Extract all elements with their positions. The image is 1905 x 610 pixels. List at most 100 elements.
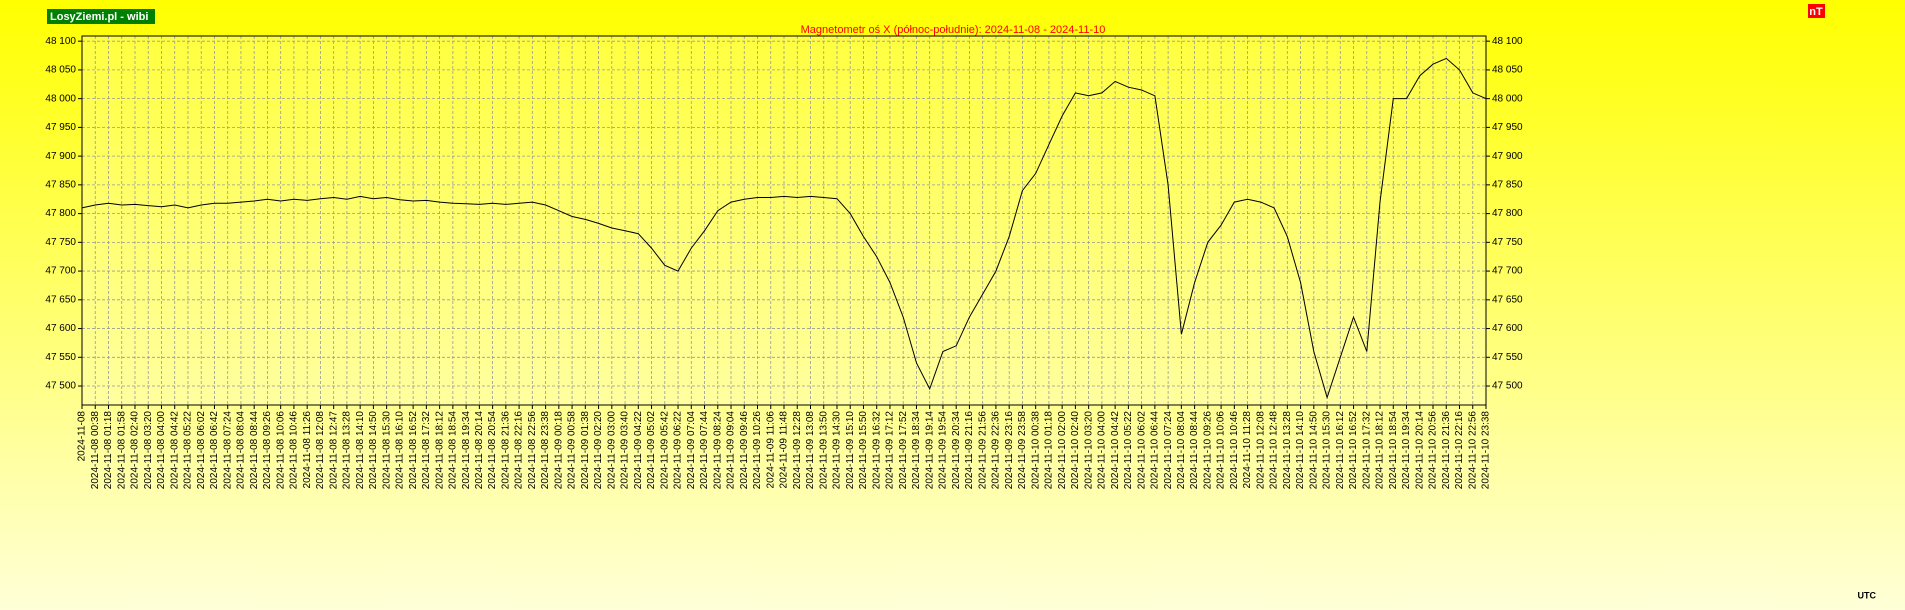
y-tick-label: 47 750 [45, 237, 76, 248]
x-tick-label: 2024-11-09 01:38 [580, 411, 591, 490]
y-tick-label: 47 800 [45, 208, 76, 219]
x-tick-label: 2024-11-08 06:02 [196, 411, 207, 490]
x-tick-label: 2024-11-09 18:34 [911, 411, 922, 490]
x-tick-label: 2024-11-10 13:28 [1282, 411, 1293, 490]
x-tick-label: 2024-11-09 16:32 [871, 411, 882, 490]
x-tick-label: 2024-11-10 06:02 [1136, 411, 1147, 490]
y2-tick-label: 47 950 [1492, 122, 1523, 133]
x-tick-label: 2024-11-10 22:16 [1454, 411, 1465, 490]
y2-tick-label: 47 900 [1492, 151, 1523, 162]
x-tick-label: 2024-11-10 00:38 [1030, 411, 1041, 490]
x-tick-label: 2024-11-10 18:54 [1388, 411, 1399, 490]
x-tick-label: 2024-11-09 05:42 [659, 411, 670, 490]
x-tick-label: 2024-11-09 02:20 [593, 411, 604, 490]
x-tick-label: 2024-11-09 03:00 [606, 411, 617, 490]
x-tick-label: 2024-11-10 19:34 [1401, 411, 1412, 490]
x-tick-label: 2024-11-09 15:50 [858, 411, 869, 490]
x-tick-label: 2024-11-08 08:04 [236, 411, 247, 490]
x-tick-label: 2024-11-08 05:22 [183, 411, 194, 490]
x-tick-label: 2024-11-10 17:32 [1361, 411, 1372, 490]
x-tick-label: 2024-11-09 17:52 [898, 411, 909, 490]
x-tick-label: 2024-11-09 10:26 [752, 411, 763, 490]
x-tick-label: 2024-11-08 19:34 [461, 411, 472, 490]
y-tick-label: 47 550 [45, 352, 76, 363]
x-tick-label: 2024-11-09 09:04 [726, 411, 737, 490]
y-tick-label: 47 950 [45, 122, 76, 133]
x-tick-label: 2024-11-09 13:50 [818, 411, 829, 490]
logo-box [47, 9, 155, 24]
x-tick-label: 2024-11-08 02:40 [130, 411, 141, 490]
y-tick-label: 48 050 [45, 65, 76, 76]
x-tick-label: 2024-11-08 06:42 [209, 411, 220, 490]
x-tick-label: 2024-11-10 04:00 [1097, 411, 1108, 490]
x-tick-label: 2024-11-09 13:08 [805, 411, 816, 490]
x-tick-label: 2024-11-08 17:32 [421, 411, 432, 490]
x-tick-label: 2024-11-10 15:30 [1322, 411, 1333, 490]
x-tick-label: 2024-11-08 22:56 [527, 411, 538, 490]
x-tick-label: 2024-11-09 05:02 [646, 411, 657, 490]
x-tick-label: 2024-11-10 12:48 [1269, 411, 1280, 490]
y-tick-label: 47 650 [45, 294, 76, 305]
x-tick-label: 2024-11-09 00:58 [567, 411, 578, 490]
x-tick-label: 2024-11-10 18:12 [1375, 411, 1386, 490]
x-tick-label: 2024-11-08 12:08 [315, 411, 326, 490]
x-tick-label: 2024-11-10 01:18 [1044, 411, 1055, 490]
plot: 47 500 47 500 47 550 47 550 47 600 47 600 47 6… [45, 35, 1523, 490]
x-tick-label: 2024-11-08 01:18 [103, 411, 114, 490]
y-tick-label: 47 600 [45, 323, 76, 334]
x-tick-label: 2024-11-08 23:38 [540, 411, 551, 490]
x-tick-label: 2024-11-08 10:46 [289, 411, 300, 490]
x-tick-label: 2024-11-10 20:14 [1414, 411, 1425, 490]
y2-tick-label: 47 500 [1492, 381, 1523, 392]
x-tick-label: 2024-11-10 10:06 [1216, 411, 1227, 490]
y-tick-label: 47 850 [45, 180, 76, 191]
x-tick-label: 2024-11-08 09:26 [262, 411, 273, 490]
x-tick-label: 2024-11-09 12:28 [792, 411, 803, 490]
x-tick-label: 2024-11-08 10:06 [275, 411, 286, 490]
x-tick-label: 2024-11-08 18:54 [448, 411, 459, 490]
unit: nT [1809, 6, 1823, 18]
x-tick-label: 2024-11-09 15:10 [845, 411, 856, 490]
y2-tick-label: 47 750 [1492, 237, 1523, 248]
x-tick-label: 2024-11-09 21:16 [964, 411, 975, 490]
y2-tick-label: 47 650 [1492, 294, 1523, 305]
x-tick-label: 2024-11-09 19:14 [924, 411, 935, 490]
x-tick-label: 2024-11-09 11:06 [765, 411, 776, 489]
y-tick-label: 47 500 [45, 381, 76, 392]
unit-box [1808, 4, 1825, 18]
x-tick-label: 2024-11-09 11:48 [779, 411, 790, 489]
x-tick-label: 2024-11-08 04:00 [156, 411, 167, 490]
y2-tick-label: 47 850 [1492, 180, 1523, 191]
x-tick-label: 2024-11-09 19:54 [938, 411, 949, 490]
x-tick-label: 2024-11-08 12:47 [328, 411, 339, 490]
x-tick-label: 2024-11-08 21:36 [500, 411, 511, 490]
y-tick-label: 47 900 [45, 151, 76, 162]
y2-tick-label: 47 800 [1492, 208, 1523, 219]
logo: LosyZiemi.pl - wibi [50, 11, 148, 23]
x-tick-label: 2024-11-09 08:24 [712, 411, 723, 490]
x-tick-label: 2024-11-08 18:12 [434, 411, 445, 490]
x-tick-label: 2024-11-09 06:22 [673, 411, 684, 490]
x-tick-label: 2024-11-08 07:24 [222, 411, 233, 490]
x-tick-label: 2024-11-09 17:12 [885, 411, 896, 490]
x-tick-label: 2024-11-08 20:54 [487, 411, 498, 490]
x-tick-label: 2024-11-09 23:58 [1017, 411, 1028, 490]
x-tick-label: 2024-11-09 14:30 [832, 411, 843, 490]
y2-tick-label: 48 100 [1492, 36, 1523, 47]
x-tick-label: 2024-11-10 05:22 [1123, 411, 1134, 490]
x-tick-label: 2024-11-09 20:34 [951, 411, 962, 490]
x-tick-label: 2024-11-10 14:10 [1295, 411, 1306, 490]
x-tick-label: 2024-11-09 07:44 [699, 411, 710, 490]
x-tick-label: 2024-11-09 07:04 [686, 411, 697, 490]
x-tick-label: 2024-11-10 11:28 [1242, 411, 1253, 489]
x-tick-label: 2024-11-10 21:36 [1441, 411, 1452, 490]
y2-tick-label: 48 000 [1492, 93, 1523, 104]
y2-tick-label: 47 550 [1492, 352, 1523, 363]
x-tick-label: 2024-11-10 08:44 [1189, 411, 1200, 490]
timezone: UTC [1858, 590, 1877, 600]
plot-border [81, 35, 1487, 406]
x-tick-label: 2024-11-10 03:20 [1083, 411, 1094, 490]
chart-title: Magnetometr oś X (północ-południe): 2024… [801, 24, 1106, 36]
